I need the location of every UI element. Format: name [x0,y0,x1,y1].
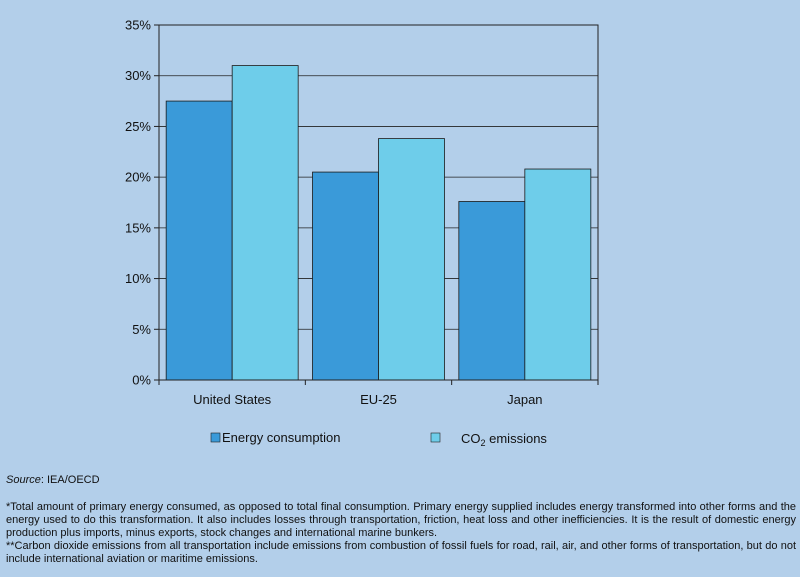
x-axis-categories: United States EU-25 Japan [158,380,599,407]
y-tick-label: 15% [125,220,151,235]
bars [165,65,592,381]
y-tick-label: 0% [132,373,151,388]
legend-label-co2: CO2 emissions [461,431,547,448]
x-category-label: United States [193,392,272,407]
footnote-co2-emissions: **Carbon dioxide emissions from all tran… [6,540,796,565]
x-category-label: EU-25 [360,392,397,407]
legend: Energy consumption CO2 emissions [210,430,547,448]
footnote-primary-energy: *Total amount of primary energy consumed… [6,501,796,539]
source-note: Source: IEA/OECD [6,473,100,487]
bar-energy-united-states [165,100,233,381]
y-axis-ticks: 0% 5% 10% 15% 20% 25% 30% 35% [125,18,159,388]
legend-swatch-co2 [430,432,441,443]
y-tick-label: 30% [125,68,151,83]
bar-co2-eu-25 [378,138,445,381]
bar-energy-eu-25 [312,171,379,381]
plot-area-border [158,24,599,381]
y-tick-label: 20% [125,170,151,185]
legend-swatch-energy [210,432,221,443]
x-category-label: Japan [507,392,542,407]
bar-chart: 0% 5% 10% 15% 20% 25% 30% 35% United States EU-2… [125,18,599,448]
bar-co2-united-states [231,65,299,381]
source-label: Source [6,474,41,486]
y-tick-label: 25% [125,119,151,134]
legend-label-energy: Energy consumption [222,430,341,445]
y-tick-label: 5% [132,322,151,337]
bar-energy-japan [458,201,526,381]
source-text: : IEA/OECD [40,474,100,486]
y-tick-label: 35% [125,18,151,33]
y-tick-label: 10% [125,271,151,286]
footnotes: *Total amount of primary energy consumed… [6,501,796,566]
bar-co2-japan [524,168,592,381]
